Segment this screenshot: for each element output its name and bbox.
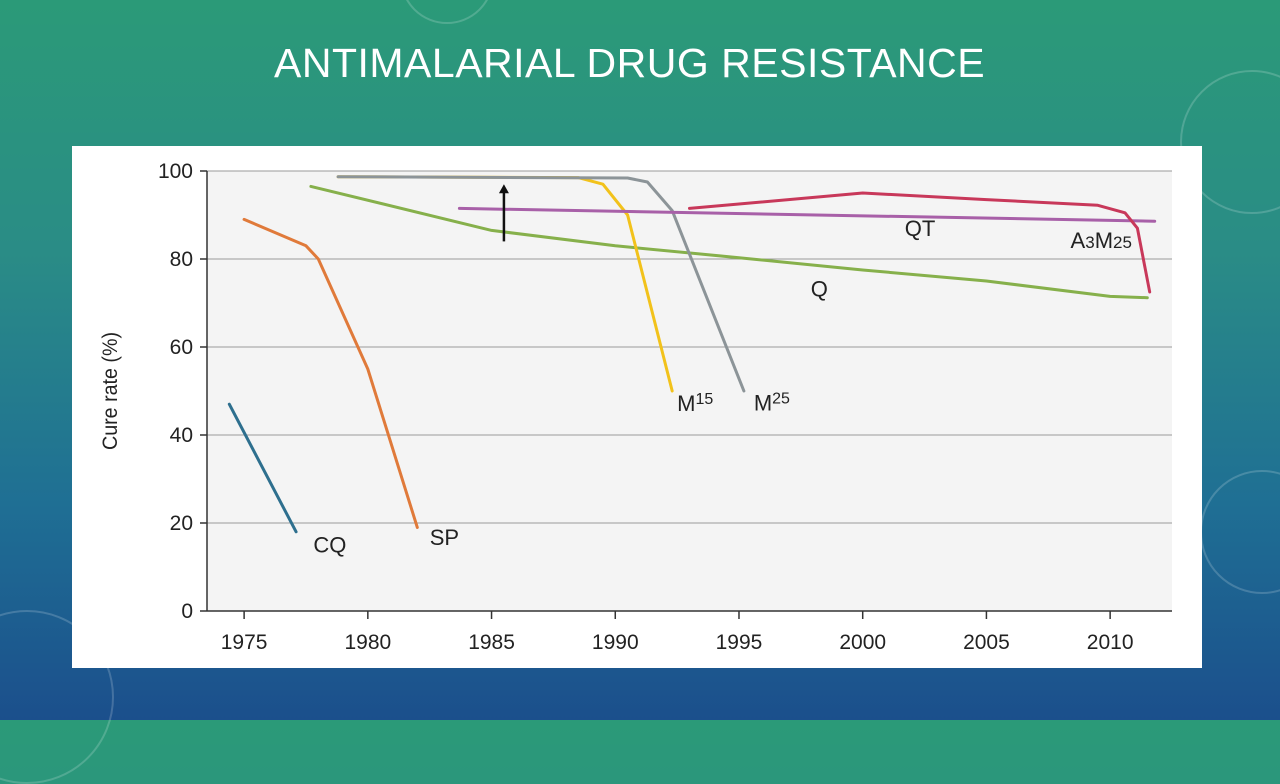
series-line-cq [227, 402, 298, 534]
series-label-cq: CQ [313, 532, 346, 557]
y-tick-label-100: 100 [158, 160, 193, 183]
plot-background [207, 171, 1172, 611]
series-line-m25 [336, 175, 746, 393]
chart-panel: 0 20 40 60 80 100 1975 1980 1985 1990 1995 2000 2005… [72, 146, 1202, 668]
series-line-a3m25 [688, 191, 1152, 294]
series-label-qt: QT [905, 216, 936, 241]
slide-title: ANTIMALARIAL DRUG RESISTANCE [274, 40, 986, 86]
y-tick-label-60: 60 [170, 336, 193, 359]
y-tick-label-40: 40 [170, 424, 193, 447]
series-label-m15: M15 [677, 391, 713, 416]
y-tick-label-80: 80 [170, 248, 193, 271]
series-label-a3m25: A3M25 [1071, 228, 1132, 253]
x-tick-label-2000: 2000 [839, 631, 886, 654]
x-tick-label-1995: 1995 [716, 631, 763, 654]
series-label-m25: M25 [754, 390, 790, 415]
series-line-sp [242, 217, 419, 529]
x-tick-label-2005: 2005 [963, 631, 1010, 654]
x-tick-label-1980: 1980 [344, 631, 391, 654]
y-axis-label: Cure rate (%) [99, 332, 122, 450]
series-label-q: Q [811, 276, 828, 301]
x-tick-label-1985: 1985 [468, 631, 515, 654]
arrow-head [498, 184, 509, 194]
y-tick-label-0: 0 [181, 600, 193, 623]
y-tick-label-20: 20 [170, 512, 193, 535]
x-tick-label-2010: 2010 [1087, 631, 1134, 654]
x-tick-label-1990: 1990 [592, 631, 639, 654]
x-tick-label-1975: 1975 [221, 631, 268, 654]
series-line-q [309, 184, 1149, 300]
series-label-sp: SP [430, 525, 459, 550]
cure-rate-chart: 0 20 40 60 80 100 1975 1980 1985 1990 1995 2000 2005… [99, 160, 1172, 654]
decorative-ring-right-lower [1200, 470, 1280, 594]
decorative-ring-top [400, 0, 494, 24]
series-line-qt [457, 206, 1157, 223]
